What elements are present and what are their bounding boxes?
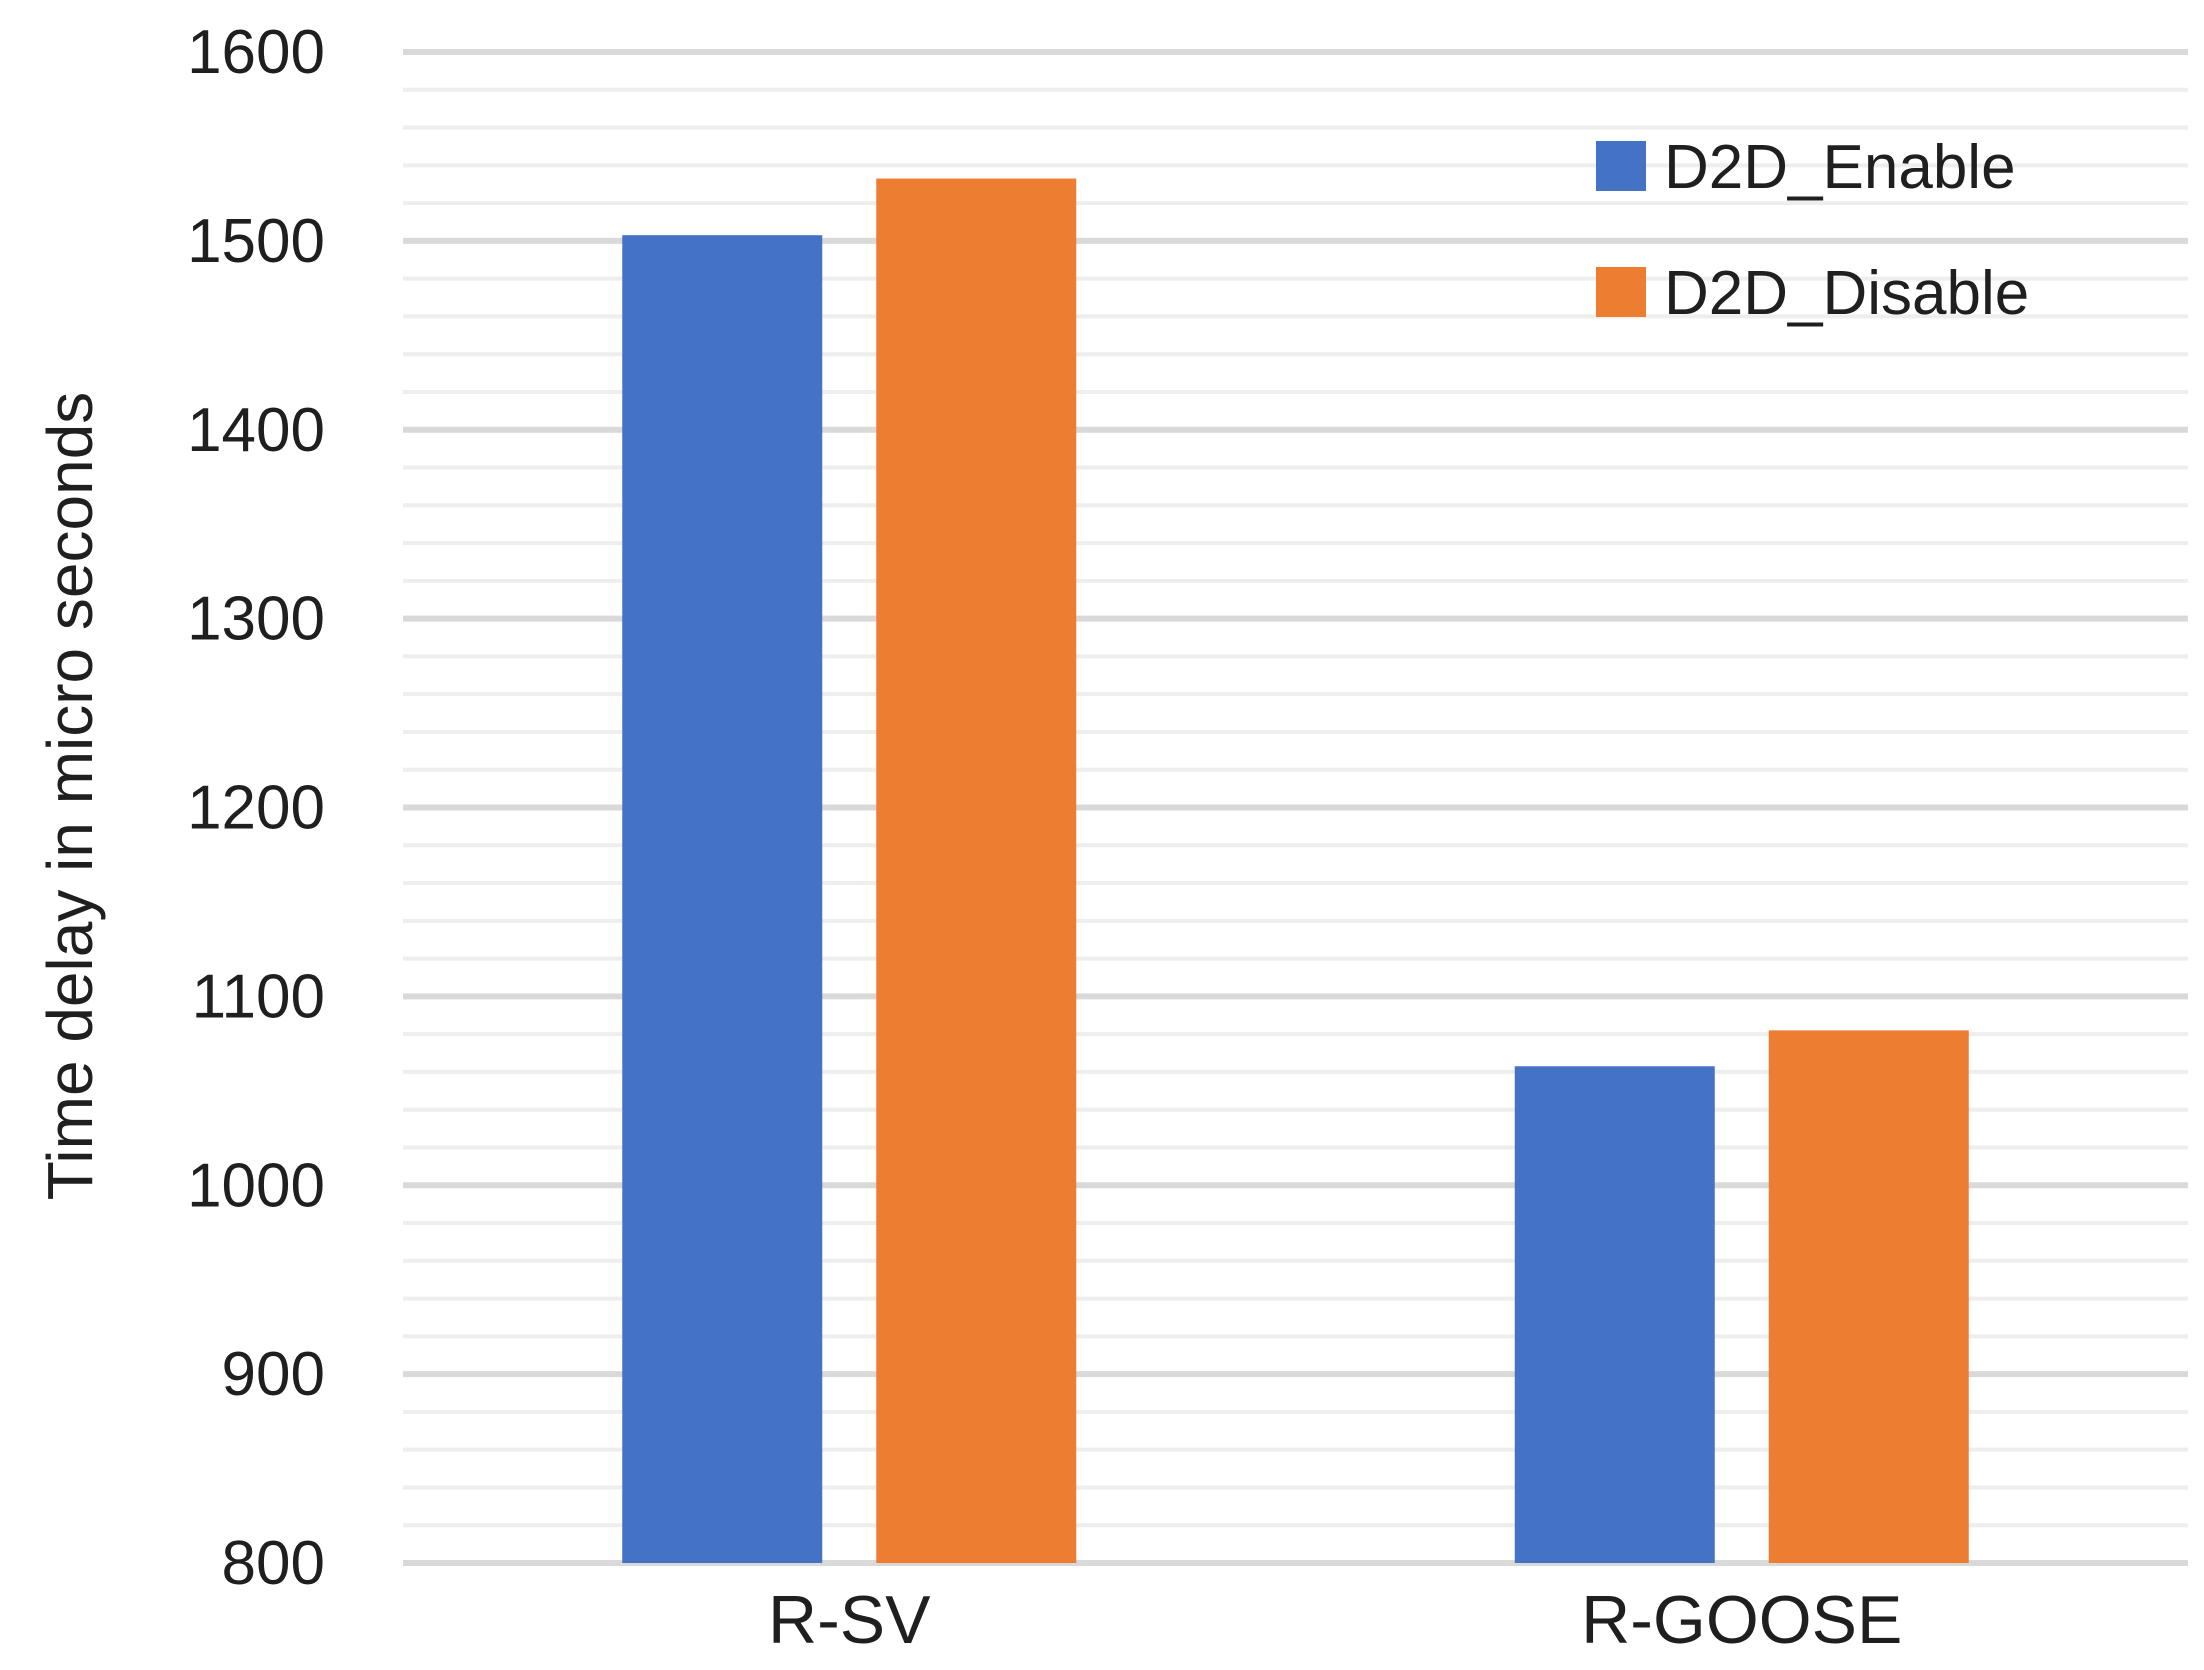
bars <box>622 178 1969 1564</box>
bar-D2D_Disable-R-GOOSE <box>1768 1030 1969 1563</box>
y-tick-label: 800 <box>222 1529 325 1598</box>
y-tick-label: 1600 <box>187 18 325 87</box>
y-axis-title: Time delay in micro seconds <box>34 392 106 1201</box>
legend-swatch <box>1596 267 1646 317</box>
y-tick-label: 1000 <box>187 1151 325 1220</box>
y-tick-label: 1100 <box>192 962 325 1031</box>
y-tick-label: 1300 <box>187 585 325 654</box>
x-category-label: R-SV <box>768 1582 931 1658</box>
bar-D2D_Disable-R-SV <box>876 178 1077 1563</box>
y-tick-label: 1200 <box>187 774 325 843</box>
y-axis-tick-labels: 800 900 1000 1100 1200 1300 1400 1500 1600 <box>187 18 325 1598</box>
legend-label: D2D_Enable <box>1664 133 2016 202</box>
bar-D2D_Enable-R-GOOSE <box>1514 1066 1715 1563</box>
x-axis-category-labels: R-SV R-GOOSE <box>768 1582 1902 1658</box>
legend-label: D2D_Disable <box>1664 259 2029 328</box>
bar-D2D_Enable-R-SV <box>622 235 823 1564</box>
y-tick-label: 1500 <box>187 207 325 276</box>
legend-swatch <box>1596 141 1646 191</box>
x-category-label: R-GOOSE <box>1581 1582 1902 1658</box>
y-tick-label: 1400 <box>187 396 325 465</box>
legend: D2D_Enable D2D_Disable <box>1596 133 2029 328</box>
y-tick-label: 900 <box>222 1340 325 1409</box>
